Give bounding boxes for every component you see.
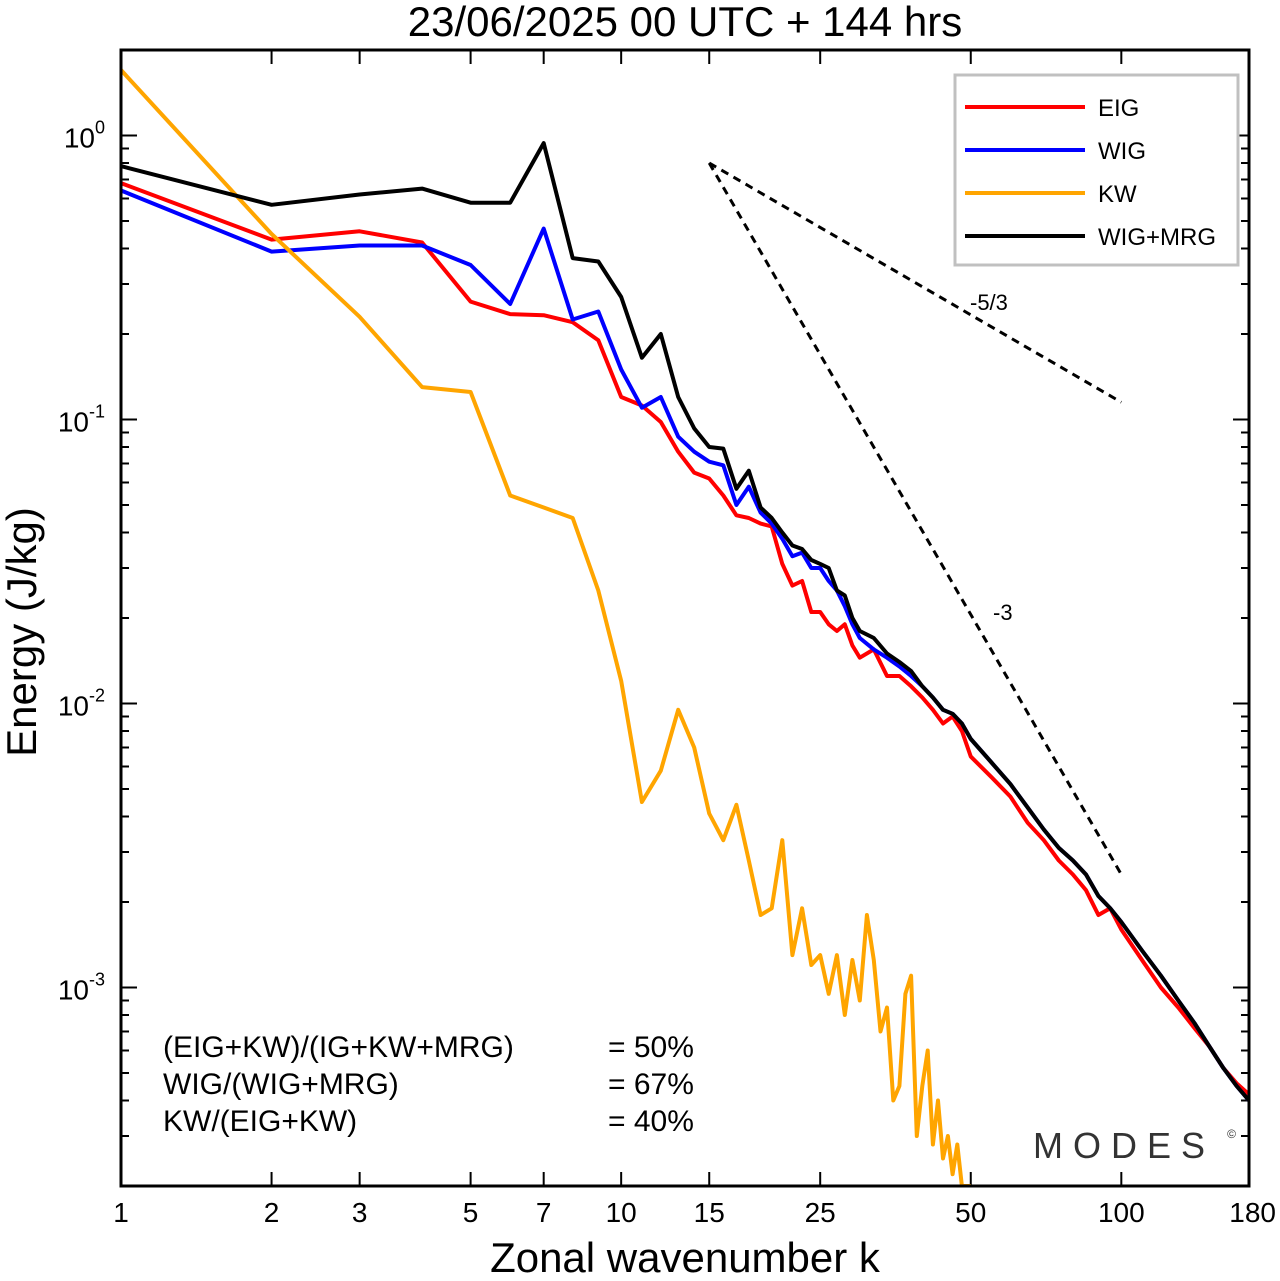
legend: EIG WIG KW WIG+MRG [953,73,1240,267]
legend-label: WIG+MRG [1098,224,1216,251]
reference-slope-line [707,162,1123,876]
x-tick-label: 100 [1098,1197,1145,1228]
annotation-expression: WIG/(WIG+MRG) [163,1068,399,1101]
y-axis-label: Energy (J/kg) [0,507,45,757]
legend-label: KW [1098,181,1137,208]
y-tick-label: 10-1 [58,401,105,437]
y-axis-label-group: Energy (J/kg) [0,507,45,757]
reference-slope-label: -5/3 [970,290,1008,315]
plot-frame [119,48,1251,1188]
x-tick-label: 10 [606,1197,637,1228]
annotation-value: = 67% [608,1068,694,1101]
y-tick-label: 100 [64,117,105,153]
x-tick-label: 1 [113,1197,129,1228]
x-tick-labels: 1 2 3 5 7 10 15 25 50 100 180 [113,1197,1276,1228]
x-tick-label: 50 [955,1197,986,1228]
annotation-expression: KW/(EIG+KW) [163,1105,357,1138]
x-tick-label: 7 [536,1197,552,1228]
x-tick-label: 2 [264,1197,280,1228]
annotation-value: = 40% [608,1105,694,1138]
series-line-wig-mrg [121,141,1249,1102]
y-tick-label: 10-2 [58,685,105,721]
reference-slope-line [708,161,1123,404]
x-tick-label: 3 [352,1197,368,1228]
legend-label: EIG [1098,95,1139,122]
x-axis-label: Zonal wavenumber k [490,1234,881,1281]
y-tick-labels: 100 10-1 10-2 10-3 [58,117,105,1005]
annotation-expression: (EIG+KW)/(IG+KW+MRG) [163,1031,514,1064]
watermark-text: MODES [1033,1125,1215,1166]
watermark-copyright-mark: © [1227,1127,1236,1141]
series-line-wig [121,188,1249,1102]
x-tick-label: 15 [694,1197,725,1228]
reference-slope-label: -3 [993,600,1013,625]
x-tick-label: 5 [463,1197,479,1228]
x-tick-label: 25 [805,1197,836,1228]
x-tick-label: 180 [1229,1197,1276,1228]
reference-slopes: -5/3 -3 [707,161,1123,876]
series-line-eig [121,181,1249,1096]
series-line-kw [121,68,971,1186]
chart-title: 23/06/2025 00 UTC + 144 hrs [408,0,963,45]
annotation-value: = 50% [608,1031,694,1064]
series-layer [121,68,1249,1186]
legend-label: WIG [1098,138,1146,165]
y-tick-label: 10-3 [58,969,105,1005]
ratio-annotations: (EIG+KW)/(IG+KW+MRG) = 50% WIG/(WIG+MRG) = … [163,1031,694,1138]
modes-watermark: MODES © [1033,1125,1236,1166]
